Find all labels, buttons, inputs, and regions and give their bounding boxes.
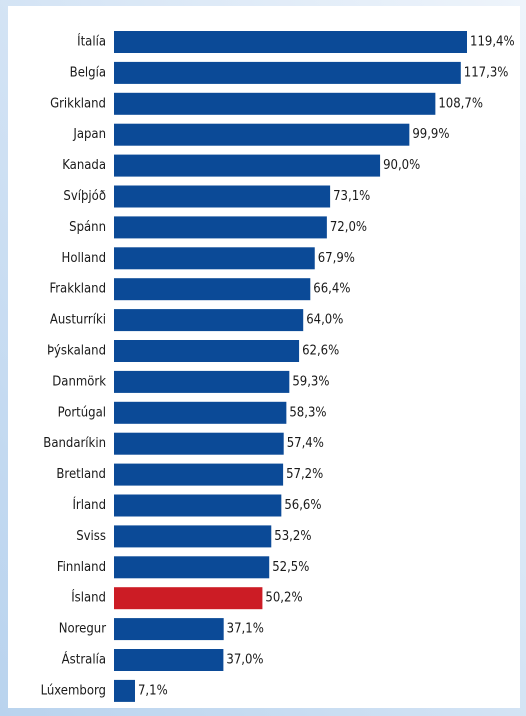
value-label: 58,3% <box>289 405 326 420</box>
value-label: 66,4% <box>313 282 350 297</box>
value-label: 99,9% <box>412 127 449 142</box>
category-label: Austurríki <box>50 313 106 328</box>
value-label: 62,6% <box>302 344 339 359</box>
bar <box>114 216 327 239</box>
bar <box>114 340 300 362</box>
bar <box>114 494 282 517</box>
bar <box>114 432 284 455</box>
bar <box>114 185 331 208</box>
bar <box>114 679 135 702</box>
category-label: Holland <box>62 251 106 266</box>
category-label: Þýskaland <box>47 344 106 359</box>
bar <box>114 61 461 84</box>
category-label: Finnland <box>57 560 106 575</box>
bar <box>114 278 311 301</box>
value-label: 117,3% <box>464 65 509 80</box>
category-label: Grikkland <box>50 96 106 111</box>
category-label: Lúxemborg <box>41 683 106 698</box>
bar <box>114 556 270 579</box>
bar <box>114 92 436 115</box>
category-label: Belgía <box>70 65 106 80</box>
value-label: 119,4% <box>470 35 515 50</box>
value-label: 57,2% <box>286 467 323 482</box>
bar <box>114 309 304 332</box>
bar <box>114 370 290 393</box>
value-label: 90,0% <box>383 158 420 173</box>
value-label: 67,9% <box>318 251 355 266</box>
category-label: Noregur <box>59 622 106 637</box>
bar <box>114 123 410 146</box>
value-label: 52,5% <box>272 560 309 575</box>
category-label: Japan <box>72 127 106 142</box>
bar <box>114 31 467 53</box>
category-label: Svíþjóð <box>63 189 106 204</box>
value-label: 7,1% <box>138 683 168 698</box>
category-label: Bretland <box>56 467 106 482</box>
value-label: 50,2% <box>265 591 302 606</box>
category-label: Kanada <box>62 158 106 173</box>
value-label: 37,1% <box>227 622 264 637</box>
value-label: 57,4% <box>287 436 324 451</box>
category-label: Sviss <box>76 529 106 544</box>
value-label: 56,6% <box>284 498 321 513</box>
category-label: Ítalía <box>77 34 106 50</box>
value-label: 108,7% <box>438 96 483 111</box>
bar <box>114 587 263 610</box>
value-label: 53,2% <box>274 529 311 544</box>
category-label: Spánn <box>69 220 106 235</box>
value-label: 72,0% <box>330 220 367 235</box>
category-label: Bandaríkin <box>43 436 106 451</box>
category-label: Danmörk <box>52 374 106 389</box>
bar <box>114 401 287 424</box>
category-label: Írland <box>72 497 106 513</box>
category-label: Frakkland <box>49 282 106 297</box>
value-label: 64,0% <box>306 313 343 328</box>
category-label: Ástralía <box>62 652 106 668</box>
bar <box>114 154 381 177</box>
value-label: 59,3% <box>292 374 329 389</box>
bar <box>114 463 284 486</box>
category-label: Ísland <box>71 590 106 606</box>
bar <box>114 618 224 641</box>
value-label: 37,0% <box>226 653 263 668</box>
value-label: 73,1% <box>333 189 370 204</box>
bar <box>114 649 224 671</box>
bar <box>114 247 315 270</box>
bar <box>114 525 272 548</box>
category-label: Portúgal <box>58 405 106 420</box>
